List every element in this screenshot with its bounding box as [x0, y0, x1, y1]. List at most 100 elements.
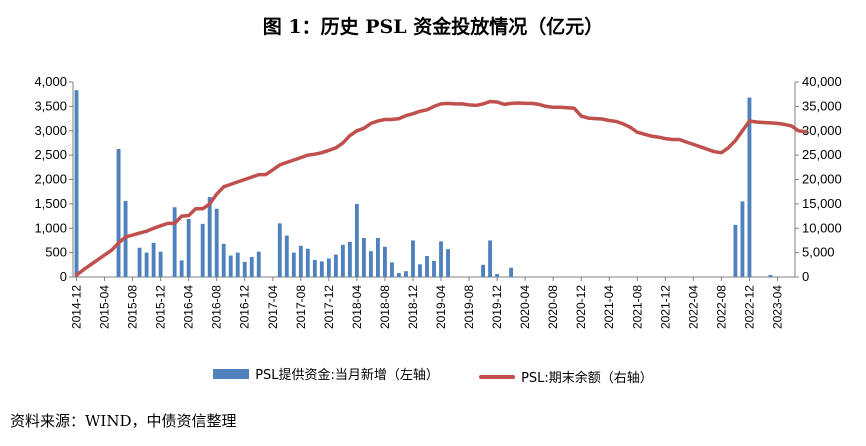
- right-tick-label: 15,000: [802, 196, 842, 211]
- left-tick-label: 2,500: [34, 147, 67, 162]
- x-tick-label: 2018-08: [378, 285, 392, 329]
- bar-psl-new: [235, 252, 240, 277]
- x-tick-label: 2015-04: [98, 285, 112, 329]
- bar-psl-new: [284, 235, 289, 277]
- bar-psl-new: [425, 256, 429, 277]
- bar-psl-new: [137, 247, 142, 277]
- right-tick-label: 25,000: [802, 147, 842, 162]
- bar-psl-new: [305, 248, 310, 277]
- x-tick-label: 2020-04: [518, 285, 532, 329]
- bar-psl-new: [242, 261, 247, 277]
- bar-psl-new: [488, 240, 493, 277]
- x-tick-label: 2018-12: [406, 285, 420, 329]
- left-tick-label: 3,500: [34, 98, 67, 113]
- bar-psl-new: [495, 274, 500, 277]
- x-tick-label: 2017-04: [266, 285, 280, 329]
- bar-psl-new: [277, 223, 282, 277]
- bar-psl-new: [249, 257, 254, 277]
- bar-psl-new: [340, 244, 345, 277]
- bar-psl-new: [768, 275, 773, 277]
- left-tick-label: 1,000: [34, 220, 67, 235]
- legend-line-swatch: [479, 374, 516, 379]
- bar-psl-new: [383, 246, 387, 277]
- bar-psl-new: [439, 241, 443, 277]
- bar-psl-new: [404, 271, 408, 277]
- bar-psl-new: [207, 197, 212, 277]
- x-tick-label: 2020-08: [546, 285, 560, 329]
- bar-psl-new: [446, 249, 450, 277]
- legend-label-bars: PSL提供资金:当月新增（左轴）: [255, 368, 439, 383]
- bar-psl-new: [228, 255, 233, 277]
- x-tick-label: 2019-12: [490, 285, 504, 329]
- x-tick-label: 2017-12: [322, 285, 336, 329]
- left-tick-label: 500: [45, 245, 67, 260]
- bar-psl-new: [747, 97, 752, 277]
- bar-psl-new: [368, 251, 373, 277]
- bar-psl-new: [116, 148, 121, 277]
- bar-psl-new: [151, 242, 156, 277]
- left-tick-label: 2,000: [34, 172, 67, 187]
- line-psl-balance: [74, 99, 808, 277]
- bar-psl-new: [411, 240, 415, 277]
- bar-psl-new: [397, 273, 401, 277]
- bar-psl-new: [214, 208, 219, 277]
- right-tick-label: 5,000: [802, 245, 835, 260]
- bar-psl-new: [432, 260, 436, 277]
- x-tick-label: 2022-12: [742, 285, 756, 329]
- x-tick-label: 2019-04: [434, 285, 448, 329]
- left-tick-label: 1,500: [34, 196, 67, 211]
- bar-psl-new: [390, 262, 394, 277]
- bar-psl-new: [186, 218, 191, 277]
- bar-psl-new: [333, 254, 338, 277]
- bar-psl-new: [319, 261, 324, 277]
- bar-psl-new: [509, 267, 514, 277]
- bar-psl-new: [200, 223, 205, 277]
- bar-psl-new: [418, 264, 422, 277]
- left-tick-label: 3,000: [34, 123, 67, 138]
- x-tick-label: 2017-08: [294, 285, 308, 329]
- x-tick-label: 2021-04: [602, 285, 616, 329]
- x-tick-label: 2021-12: [658, 285, 672, 329]
- bar-psl-new: [74, 90, 79, 278]
- chart-title: 图 1：历史 PSL 资金投放情况（亿元）: [262, 16, 604, 38]
- right-tick-label: 35,000: [802, 98, 842, 113]
- legend: PSL提供资金:当月新增（左轴） PSL:期末余额（右轴）: [0, 364, 866, 386]
- bar-psl-new: [740, 201, 745, 277]
- right-tick-label: 30,000: [802, 123, 842, 138]
- x-tick-label: 2015-12: [154, 285, 168, 329]
- bar-psl-new: [361, 238, 366, 277]
- x-tick-label: 2019-08: [462, 285, 476, 329]
- bar-psl-new: [354, 203, 359, 277]
- x-tick-label: 2023-04: [770, 285, 784, 329]
- x-tick-label: 2016-08: [210, 285, 224, 329]
- source-note: 资料来源：WIND，中债资信整理: [10, 412, 237, 430]
- right-tick-label: 20,000: [802, 172, 842, 187]
- x-tick-label: 2021-08: [630, 285, 644, 329]
- x-tick-label: 2022-08: [714, 285, 728, 329]
- x-tick-label: 2020-12: [574, 285, 588, 329]
- x-tick-label: 2014-12: [70, 285, 84, 329]
- right-tick-label: 0: [802, 269, 809, 284]
- bar-psl-new: [375, 238, 380, 277]
- bar-psl-new: [256, 251, 261, 277]
- bar-psl-new: [172, 207, 177, 277]
- bar-psl-new: [179, 260, 184, 277]
- bar-psl-new: [221, 243, 226, 277]
- x-tick-label: 2015-08: [126, 285, 140, 329]
- legend-item-bars[interactable]: PSL提供资金:当月新增（左轴）: [213, 364, 439, 383]
- legend-bar-swatch: [213, 368, 250, 379]
- x-tick-label: 2018-04: [350, 285, 364, 329]
- bar-psl-new: [733, 224, 738, 277]
- x-tick-label: 2016-12: [238, 285, 252, 329]
- left-tick-label: 4,000: [34, 74, 67, 89]
- bar-psl-new: [326, 258, 331, 277]
- bar-psl-new: [312, 259, 317, 277]
- bar-psl-new: [291, 252, 296, 277]
- legend-item-line[interactable]: PSL:期末余额（右轴）: [479, 367, 653, 386]
- left-tick-label: 0: [60, 269, 67, 284]
- x-tick-label: 2016-04: [182, 285, 196, 329]
- legend-label-line: PSL:期末余额（右轴）: [521, 371, 653, 386]
- bar-psl-new: [158, 251, 163, 277]
- right-tick-label: 10,000: [802, 220, 842, 235]
